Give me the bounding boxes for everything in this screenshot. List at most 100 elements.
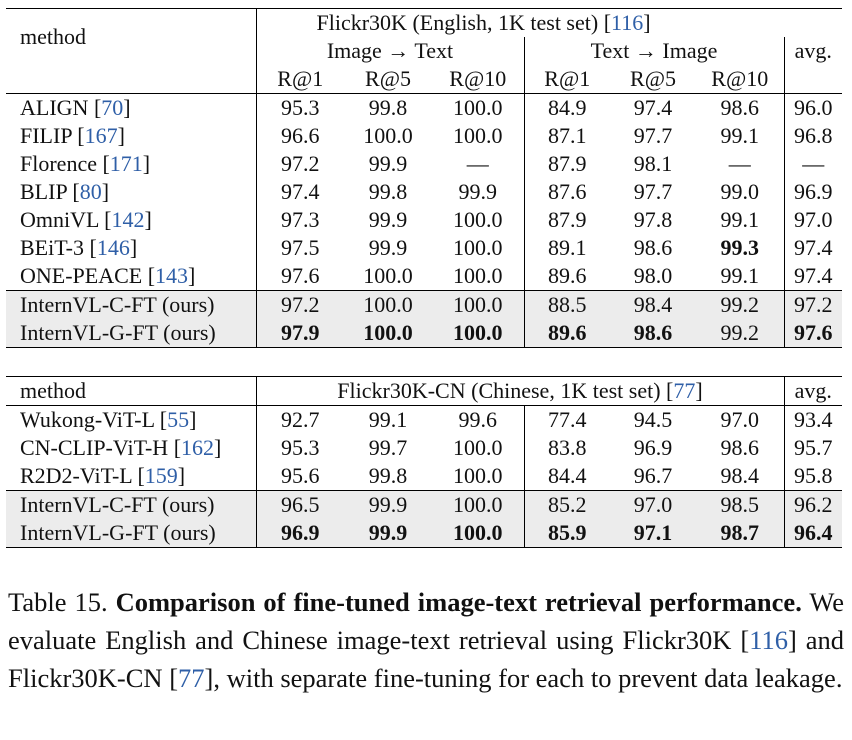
metric-value: 99.1 — [720, 123, 760, 148]
metric-value: 99.1 — [720, 207, 760, 232]
metric-value: 99.1 — [368, 407, 408, 432]
avg-value: 97.2 — [783, 290, 842, 319]
metric-value: 99.3 — [720, 235, 760, 260]
metric-value: 100.0 — [432, 319, 524, 348]
method-name: Florence [171] — [20, 151, 151, 176]
metric-header: R@1 — [255, 65, 344, 94]
method-name: ALIGN [70] — [20, 95, 131, 120]
table-row: InternVL-G-FT (ours) 97.9 100.0 100.0 89.6 98… — [6, 319, 842, 348]
metric-value: 87.9 — [523, 150, 610, 178]
metric-value: 98.7 — [696, 519, 784, 548]
metric-value: 96.7 — [633, 463, 673, 488]
citation-link[interactable]: 143 — [155, 263, 189, 288]
metric-value: 87.1 — [523, 122, 610, 150]
metric-value: 77.4 — [523, 405, 610, 434]
table-row: FILIP [167] 96.6 100.0 100.0 87.1 97.7 99.1 96.… — [6, 122, 842, 150]
metric-value: 99.2 — [696, 319, 784, 348]
table-row: Florence [171] 97.2 99.9 — 87.9 98.1 — — — [6, 150, 842, 178]
table-row: CN-CLIP-ViT-H [162] 95.3 99.7 100.0 83.8 96.9… — [6, 434, 842, 462]
metric-value: 95.3 — [255, 434, 344, 462]
metric-value: 97.4 — [255, 178, 344, 206]
table-row: InternVL-G-FT (ours) 96.9 99.9 100.0 85.9 97.… — [6, 519, 842, 548]
metric-value: 99.9 — [344, 490, 432, 519]
method-name: InternVL-C-FT (ours) — [6, 490, 256, 519]
metric-header: R@5 — [630, 66, 676, 91]
metric-value: 97.0 — [720, 407, 760, 432]
citation-link[interactable]: 70 — [101, 95, 124, 120]
metric-value: 84.4 — [523, 462, 610, 491]
metric-value: 100.0 — [432, 290, 524, 319]
metric-value: 83.8 — [523, 434, 610, 462]
table-row: ALIGN [70] 95.3 99.8 100.0 84.9 97.4 98.6 96.0 — [6, 93, 842, 122]
avg-value: 97.4 — [783, 262, 842, 291]
metric-value: 97.4 — [633, 95, 673, 120]
metric-value: 97.6 — [255, 262, 344, 291]
citation-link[interactable]: 80 — [79, 179, 102, 204]
metric-header: R@10 — [449, 66, 507, 91]
table-row: InternVL-C-FT (ours) 97.2 100.0 100.0 88.5 98… — [6, 290, 842, 319]
caption-text: ], with separate fine-tuning for each to… — [204, 663, 843, 693]
metric-value: 100.0 — [453, 235, 503, 260]
method-name: CN-CLIP-ViT-H [162] — [20, 435, 222, 460]
method-header: method — [20, 378, 86, 403]
metric-value: 99.2 — [696, 290, 784, 319]
dataset-header: Flickr30K-CN (Chinese, 1K test set) [77] — [255, 376, 784, 406]
metric-value: 97.3 — [255, 206, 344, 234]
metric-value: 97.9 — [255, 319, 344, 348]
citation-link[interactable]: 146 — [96, 235, 130, 260]
avg-value: 95.7 — [783, 434, 842, 462]
citation-link[interactable]: 116 — [611, 10, 644, 35]
avg-value: 97.6 — [783, 319, 842, 348]
metric-value: 94.5 — [633, 407, 673, 432]
citation-link[interactable]: 55 — [167, 407, 190, 432]
metric-value: 89.1 — [523, 234, 610, 262]
metric-header: R@1 — [523, 65, 610, 94]
metric-value: 99.9 — [344, 519, 432, 548]
citation-link[interactable]: 171 — [109, 151, 143, 176]
method-name: BLIP [80] — [20, 179, 110, 204]
avg-header: avg. — [783, 37, 842, 65]
caption-title: Comparison of fine-tuned image-text retr… — [115, 587, 802, 617]
citation-link[interactable]: 142 — [111, 207, 145, 232]
metric-value: 98.4 — [610, 290, 696, 319]
metric-value: 96.9 — [255, 519, 344, 548]
metric-value: 99.7 — [368, 435, 408, 460]
avg-value: 93.4 — [783, 405, 842, 434]
table-row: InternVL-C-FT (ours) 96.5 99.9 100.0 85.2 97.… — [6, 490, 842, 519]
avg-value: 96.4 — [783, 519, 842, 548]
metric-value: 89.6 — [523, 262, 610, 291]
citation-link[interactable]: 77 — [673, 378, 696, 403]
metric-value: 89.6 — [523, 319, 610, 348]
avg-value: 95.8 — [783, 462, 842, 491]
method-name: FILIP [167] — [20, 123, 125, 148]
metric-value: 100.0 — [453, 207, 503, 232]
empty-header-cell — [6, 65, 256, 94]
avg-value: 97.0 — [783, 206, 842, 234]
metric-value: 99.1 — [720, 263, 760, 288]
avg-value: 97.4 — [783, 234, 842, 262]
method-name: BEiT-3 [146] — [20, 235, 138, 260]
flickr30k-results-table: method Flickr30K (English, 1K test set) … — [6, 8, 842, 348]
metric-value: 99.6 — [458, 407, 498, 432]
metric-value: 98.6 — [633, 235, 673, 260]
metric-value: 87.9 — [523, 206, 610, 234]
caption-text: ] and Flickr30K-CN [ — [8, 625, 844, 693]
citation-link[interactable]: 159 — [144, 463, 178, 488]
avg-header: avg. — [783, 376, 842, 406]
metric-value: 99.9 — [368, 151, 408, 176]
metric-value: 98.1 — [633, 151, 673, 176]
metric-value: 92.7 — [255, 405, 344, 434]
metric-value: 98.4 — [720, 463, 760, 488]
citation-link[interactable]: 116 — [749, 625, 788, 655]
citation-link[interactable]: 167 — [84, 123, 118, 148]
method-name: InternVL-G-FT (ours) — [6, 519, 256, 548]
metric-value: 98.6 — [720, 435, 760, 460]
metric-header: R@5 — [365, 66, 411, 91]
table-row: BEiT-3 [146] 97.5 99.9 100.0 89.1 98.6 99.3 97.… — [6, 234, 842, 262]
citation-link[interactable]: 162 — [181, 435, 215, 460]
caption-label: Table 15. — [8, 587, 116, 617]
metric-value: 85.2 — [523, 490, 610, 519]
method-name: OmniVL [142] — [20, 207, 152, 232]
metric-value: 100.0 — [453, 263, 503, 288]
citation-link[interactable]: 77 — [178, 663, 205, 693]
